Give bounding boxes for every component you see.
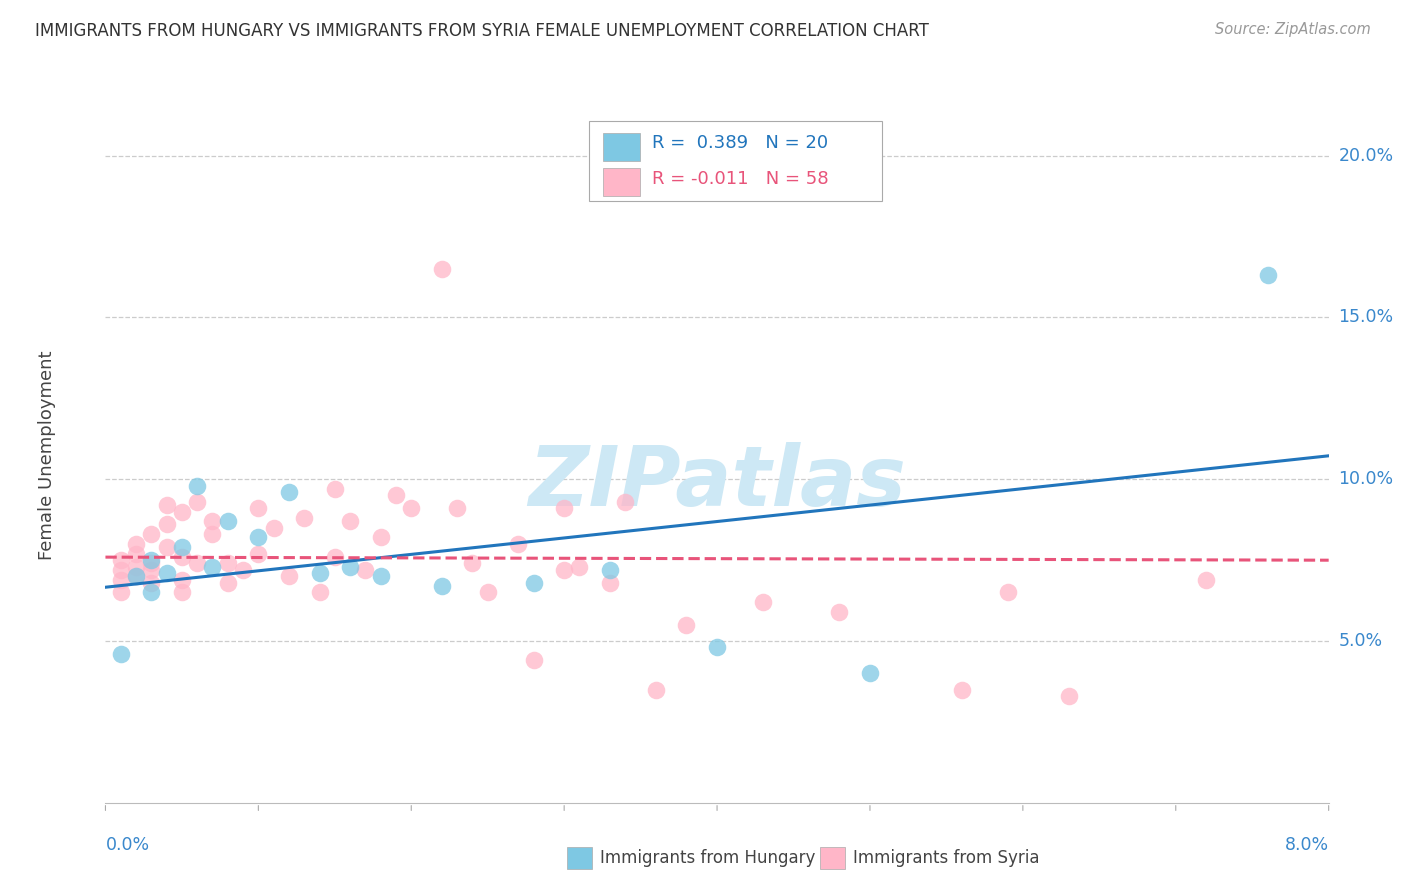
Text: 15.0%: 15.0%: [1339, 309, 1393, 326]
Point: [370, 569, 392, 583]
Point: [1256, 268, 1278, 283]
Point: [186, 557, 208, 571]
Point: [141, 527, 163, 541]
Point: [278, 485, 301, 500]
Point: [141, 585, 163, 599]
Point: [950, 682, 973, 697]
Text: Immigrants from Hungary: Immigrants from Hungary: [600, 849, 815, 867]
Point: [828, 605, 851, 619]
Point: [217, 575, 239, 590]
Point: [339, 559, 361, 574]
Point: [508, 537, 530, 551]
Text: Female Unemployment: Female Unemployment: [38, 351, 56, 559]
Point: [323, 549, 346, 564]
Point: [308, 566, 330, 580]
Point: [247, 531, 270, 545]
Point: [155, 566, 177, 580]
Point: [430, 261, 453, 276]
Point: [675, 617, 697, 632]
Point: [155, 498, 177, 512]
Point: [614, 495, 637, 509]
Point: [141, 563, 163, 577]
Text: 8.0%: 8.0%: [1285, 836, 1329, 855]
Point: [217, 557, 239, 571]
Point: [155, 540, 177, 554]
Text: 20.0%: 20.0%: [1339, 146, 1393, 165]
Point: [155, 517, 177, 532]
Text: ZIPatlas: ZIPatlas: [529, 442, 905, 524]
FancyBboxPatch shape: [589, 121, 882, 201]
Point: [599, 575, 621, 590]
Point: [201, 559, 224, 574]
Point: [1195, 573, 1218, 587]
Point: [186, 495, 208, 509]
Text: 0.0%: 0.0%: [105, 836, 149, 855]
Point: [323, 482, 346, 496]
Point: [354, 563, 377, 577]
FancyBboxPatch shape: [603, 168, 640, 196]
Point: [706, 640, 728, 655]
Point: [568, 559, 591, 574]
Point: [247, 547, 270, 561]
Point: [385, 488, 408, 502]
Point: [599, 563, 621, 577]
Point: [125, 537, 148, 551]
Point: [339, 514, 361, 528]
Point: [292, 511, 315, 525]
Point: [247, 501, 270, 516]
Point: [461, 557, 484, 571]
Point: [263, 521, 285, 535]
Point: [110, 647, 132, 661]
Point: [446, 501, 468, 516]
Point: [186, 478, 208, 492]
Point: [110, 553, 132, 567]
Point: [644, 682, 666, 697]
Point: [125, 547, 148, 561]
Text: R = -0.011   N = 58: R = -0.011 N = 58: [652, 169, 830, 187]
Point: [553, 501, 575, 516]
Point: [523, 653, 546, 667]
Point: [217, 514, 239, 528]
Point: [477, 585, 499, 599]
Point: [752, 595, 775, 609]
Point: [110, 563, 132, 577]
Point: [110, 573, 132, 587]
Point: [399, 501, 422, 516]
Text: 5.0%: 5.0%: [1339, 632, 1382, 650]
Point: [430, 579, 453, 593]
Text: Immigrants from Syria: Immigrants from Syria: [853, 849, 1040, 867]
Point: [1057, 689, 1080, 703]
Point: [859, 666, 882, 681]
Point: [232, 563, 254, 577]
Point: [170, 549, 193, 564]
Point: [553, 563, 575, 577]
Point: [523, 575, 546, 590]
Point: [997, 585, 1019, 599]
Point: [170, 504, 193, 518]
Text: 10.0%: 10.0%: [1339, 470, 1393, 488]
Point: [170, 585, 193, 599]
Point: [141, 553, 163, 567]
Point: [141, 557, 163, 571]
Point: [201, 527, 224, 541]
Point: [278, 569, 301, 583]
Point: [110, 585, 132, 599]
Point: [308, 585, 330, 599]
Point: [370, 531, 392, 545]
Text: IMMIGRANTS FROM HUNGARY VS IMMIGRANTS FROM SYRIA FEMALE UNEMPLOYMENT CORRELATION: IMMIGRANTS FROM HUNGARY VS IMMIGRANTS FR…: [35, 22, 929, 40]
Point: [125, 559, 148, 574]
Text: R =  0.389   N = 20: R = 0.389 N = 20: [652, 135, 828, 153]
Point: [141, 575, 163, 590]
Text: Source: ZipAtlas.com: Source: ZipAtlas.com: [1215, 22, 1371, 37]
FancyBboxPatch shape: [603, 133, 640, 161]
Point: [170, 573, 193, 587]
Point: [125, 569, 148, 583]
Point: [201, 514, 224, 528]
Point: [170, 540, 193, 554]
Point: [125, 569, 148, 583]
